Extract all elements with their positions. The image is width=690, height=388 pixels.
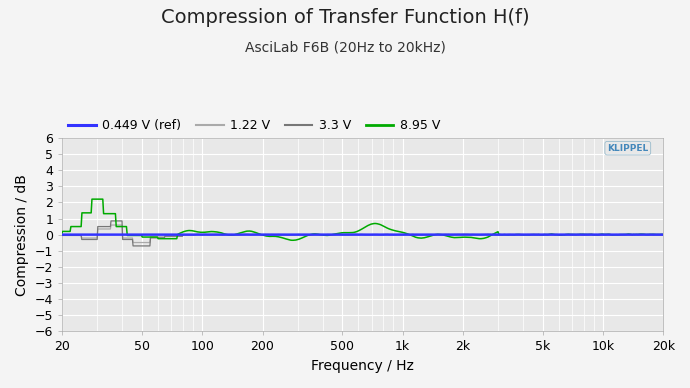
- Text: KLIPPEL: KLIPPEL: [607, 144, 649, 152]
- Legend: 0.449 V (ref), 1.22 V, 3.3 V, 8.95 V: 0.449 V (ref), 1.22 V, 3.3 V, 8.95 V: [68, 119, 440, 132]
- Text: Compression of Transfer Function H(f): Compression of Transfer Function H(f): [161, 8, 529, 27]
- X-axis label: Frequency / Hz: Frequency / Hz: [311, 359, 414, 373]
- Y-axis label: Compression / dB: Compression / dB: [15, 174, 29, 296]
- Text: AsciLab F6B (20Hz to 20kHz): AsciLab F6B (20Hz to 20kHz): [244, 41, 446, 55]
